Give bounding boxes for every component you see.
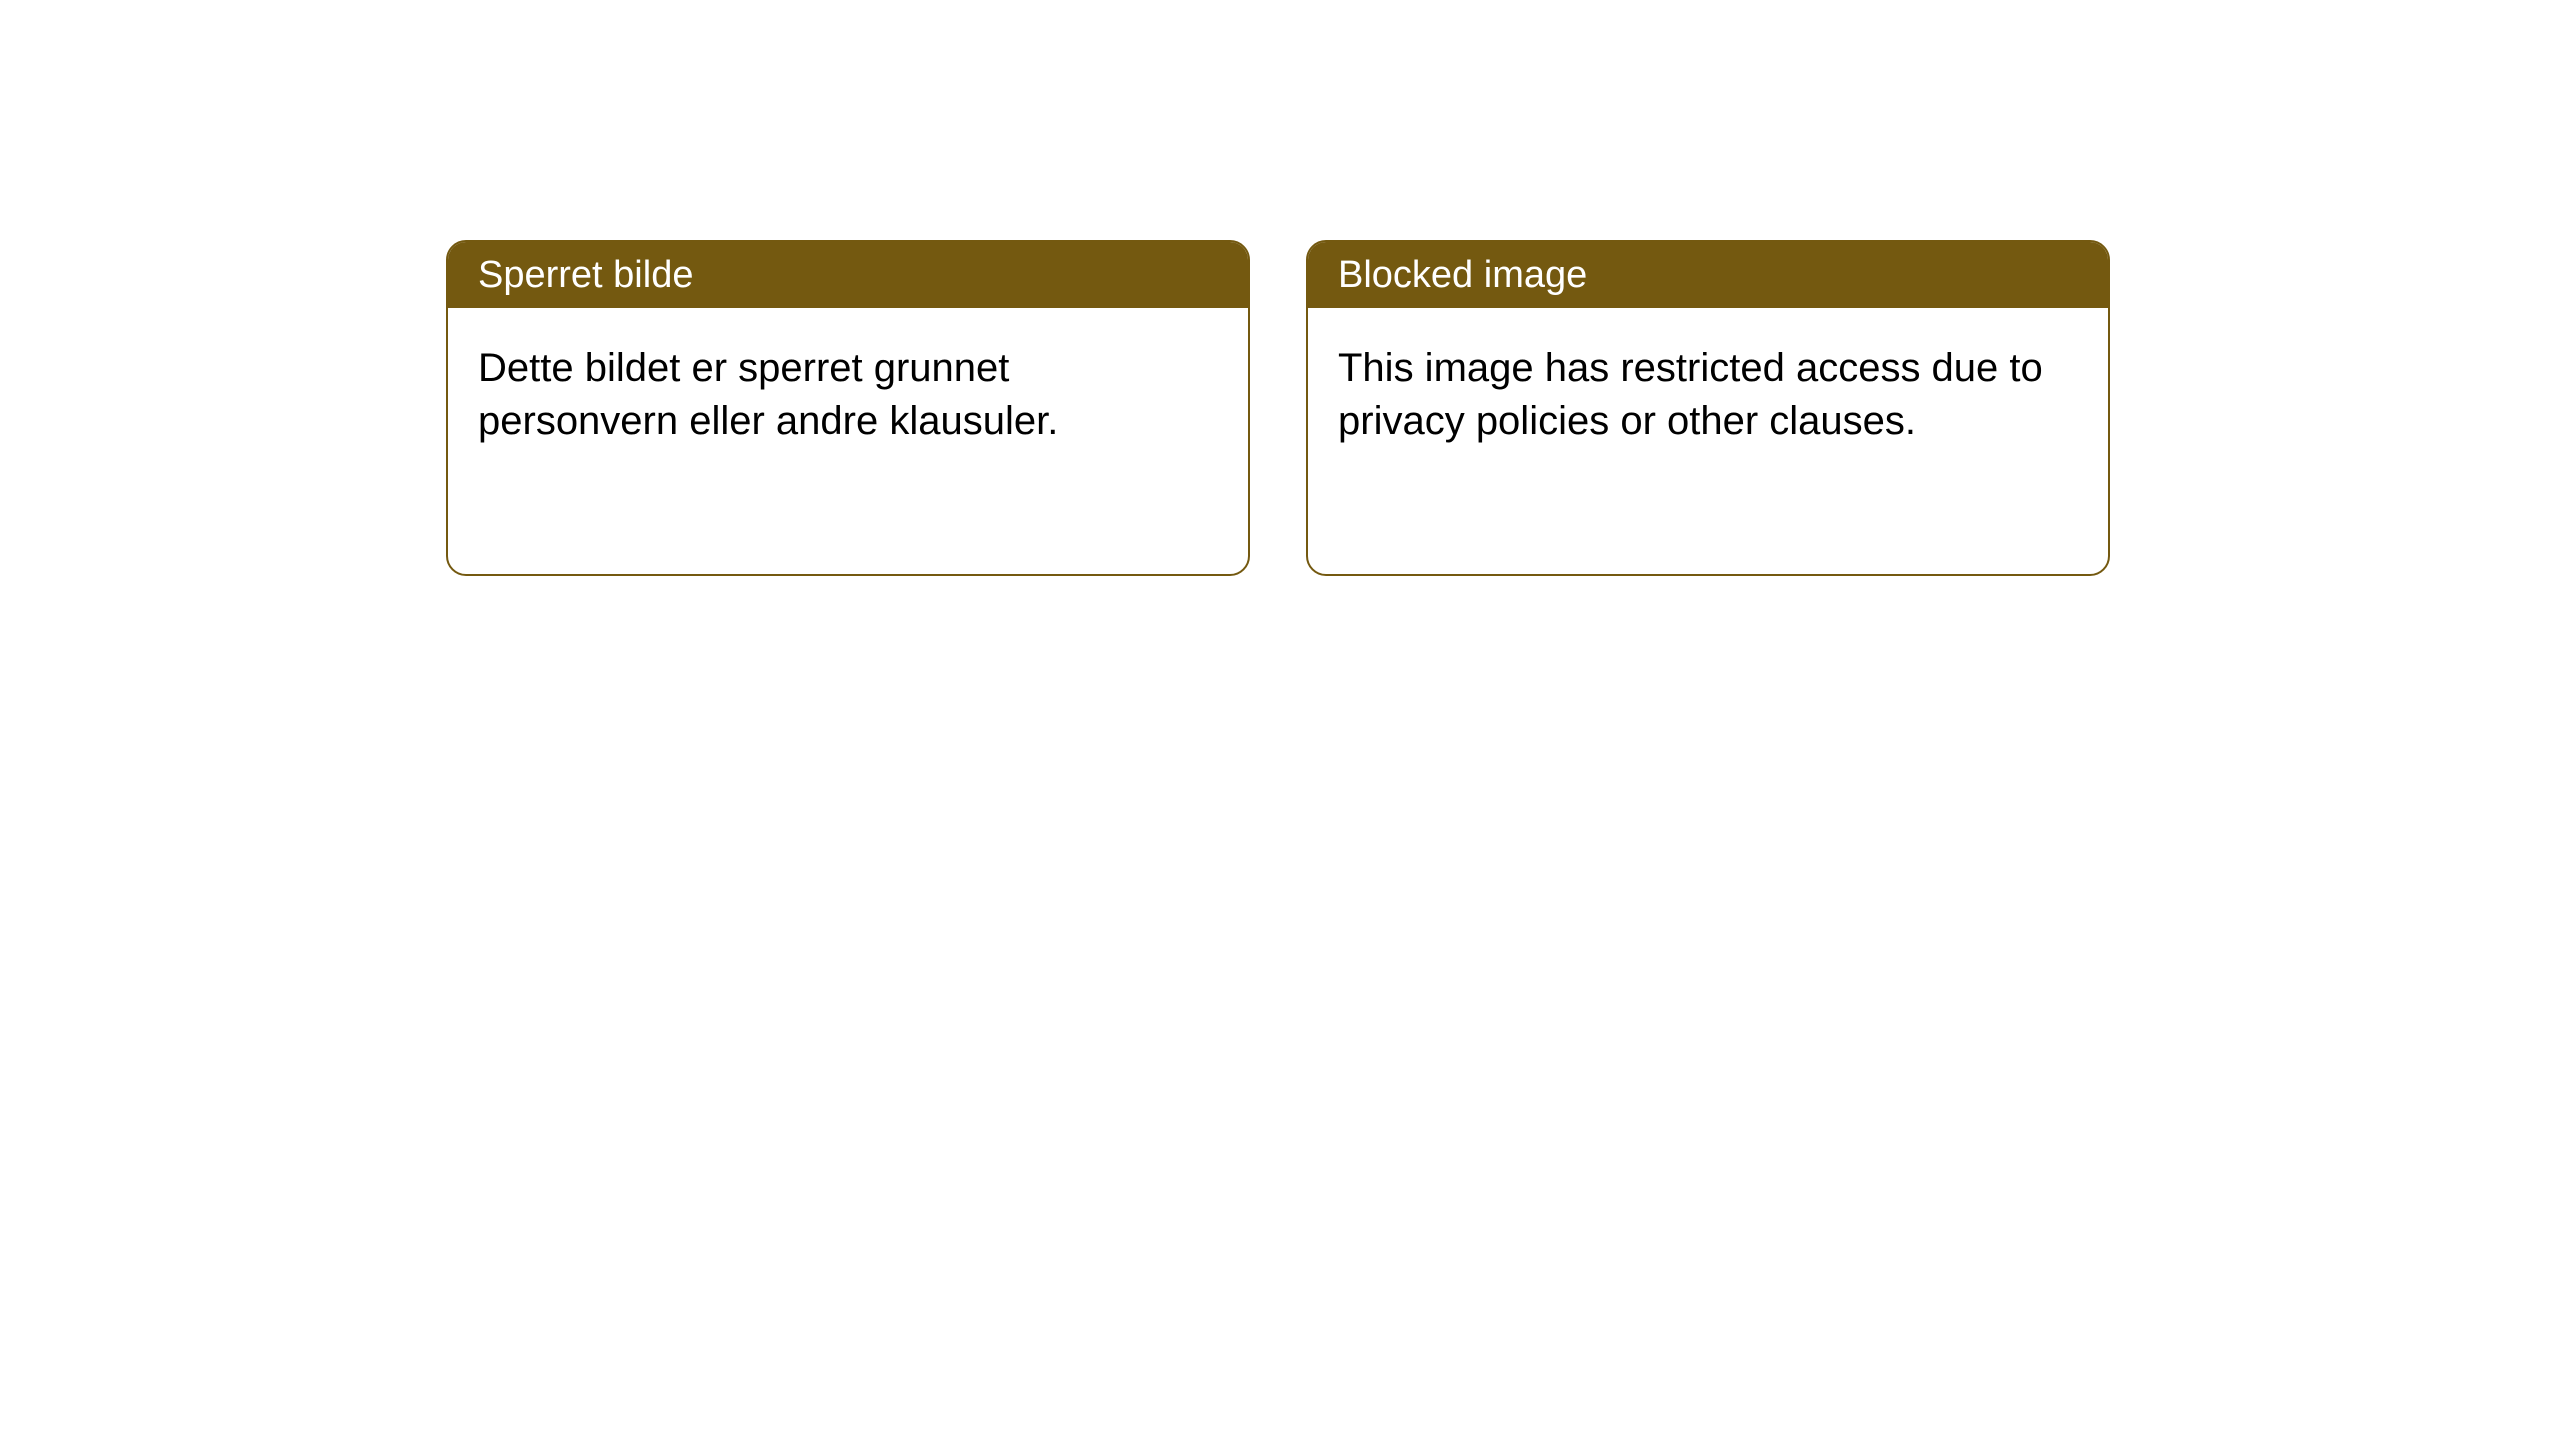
notice-container: Sperret bilde Dette bildet er sperret gr… — [446, 240, 2110, 576]
card-title-no: Sperret bilde — [448, 242, 1248, 308]
blocked-image-card-en: Blocked image This image has restricted … — [1306, 240, 2110, 576]
blocked-image-card-no: Sperret bilde Dette bildet er sperret gr… — [446, 240, 1250, 576]
card-message-en: This image has restricted access due to … — [1308, 308, 2108, 448]
card-title-en: Blocked image — [1308, 242, 2108, 308]
card-message-no: Dette bildet er sperret grunnet personve… — [448, 308, 1248, 448]
